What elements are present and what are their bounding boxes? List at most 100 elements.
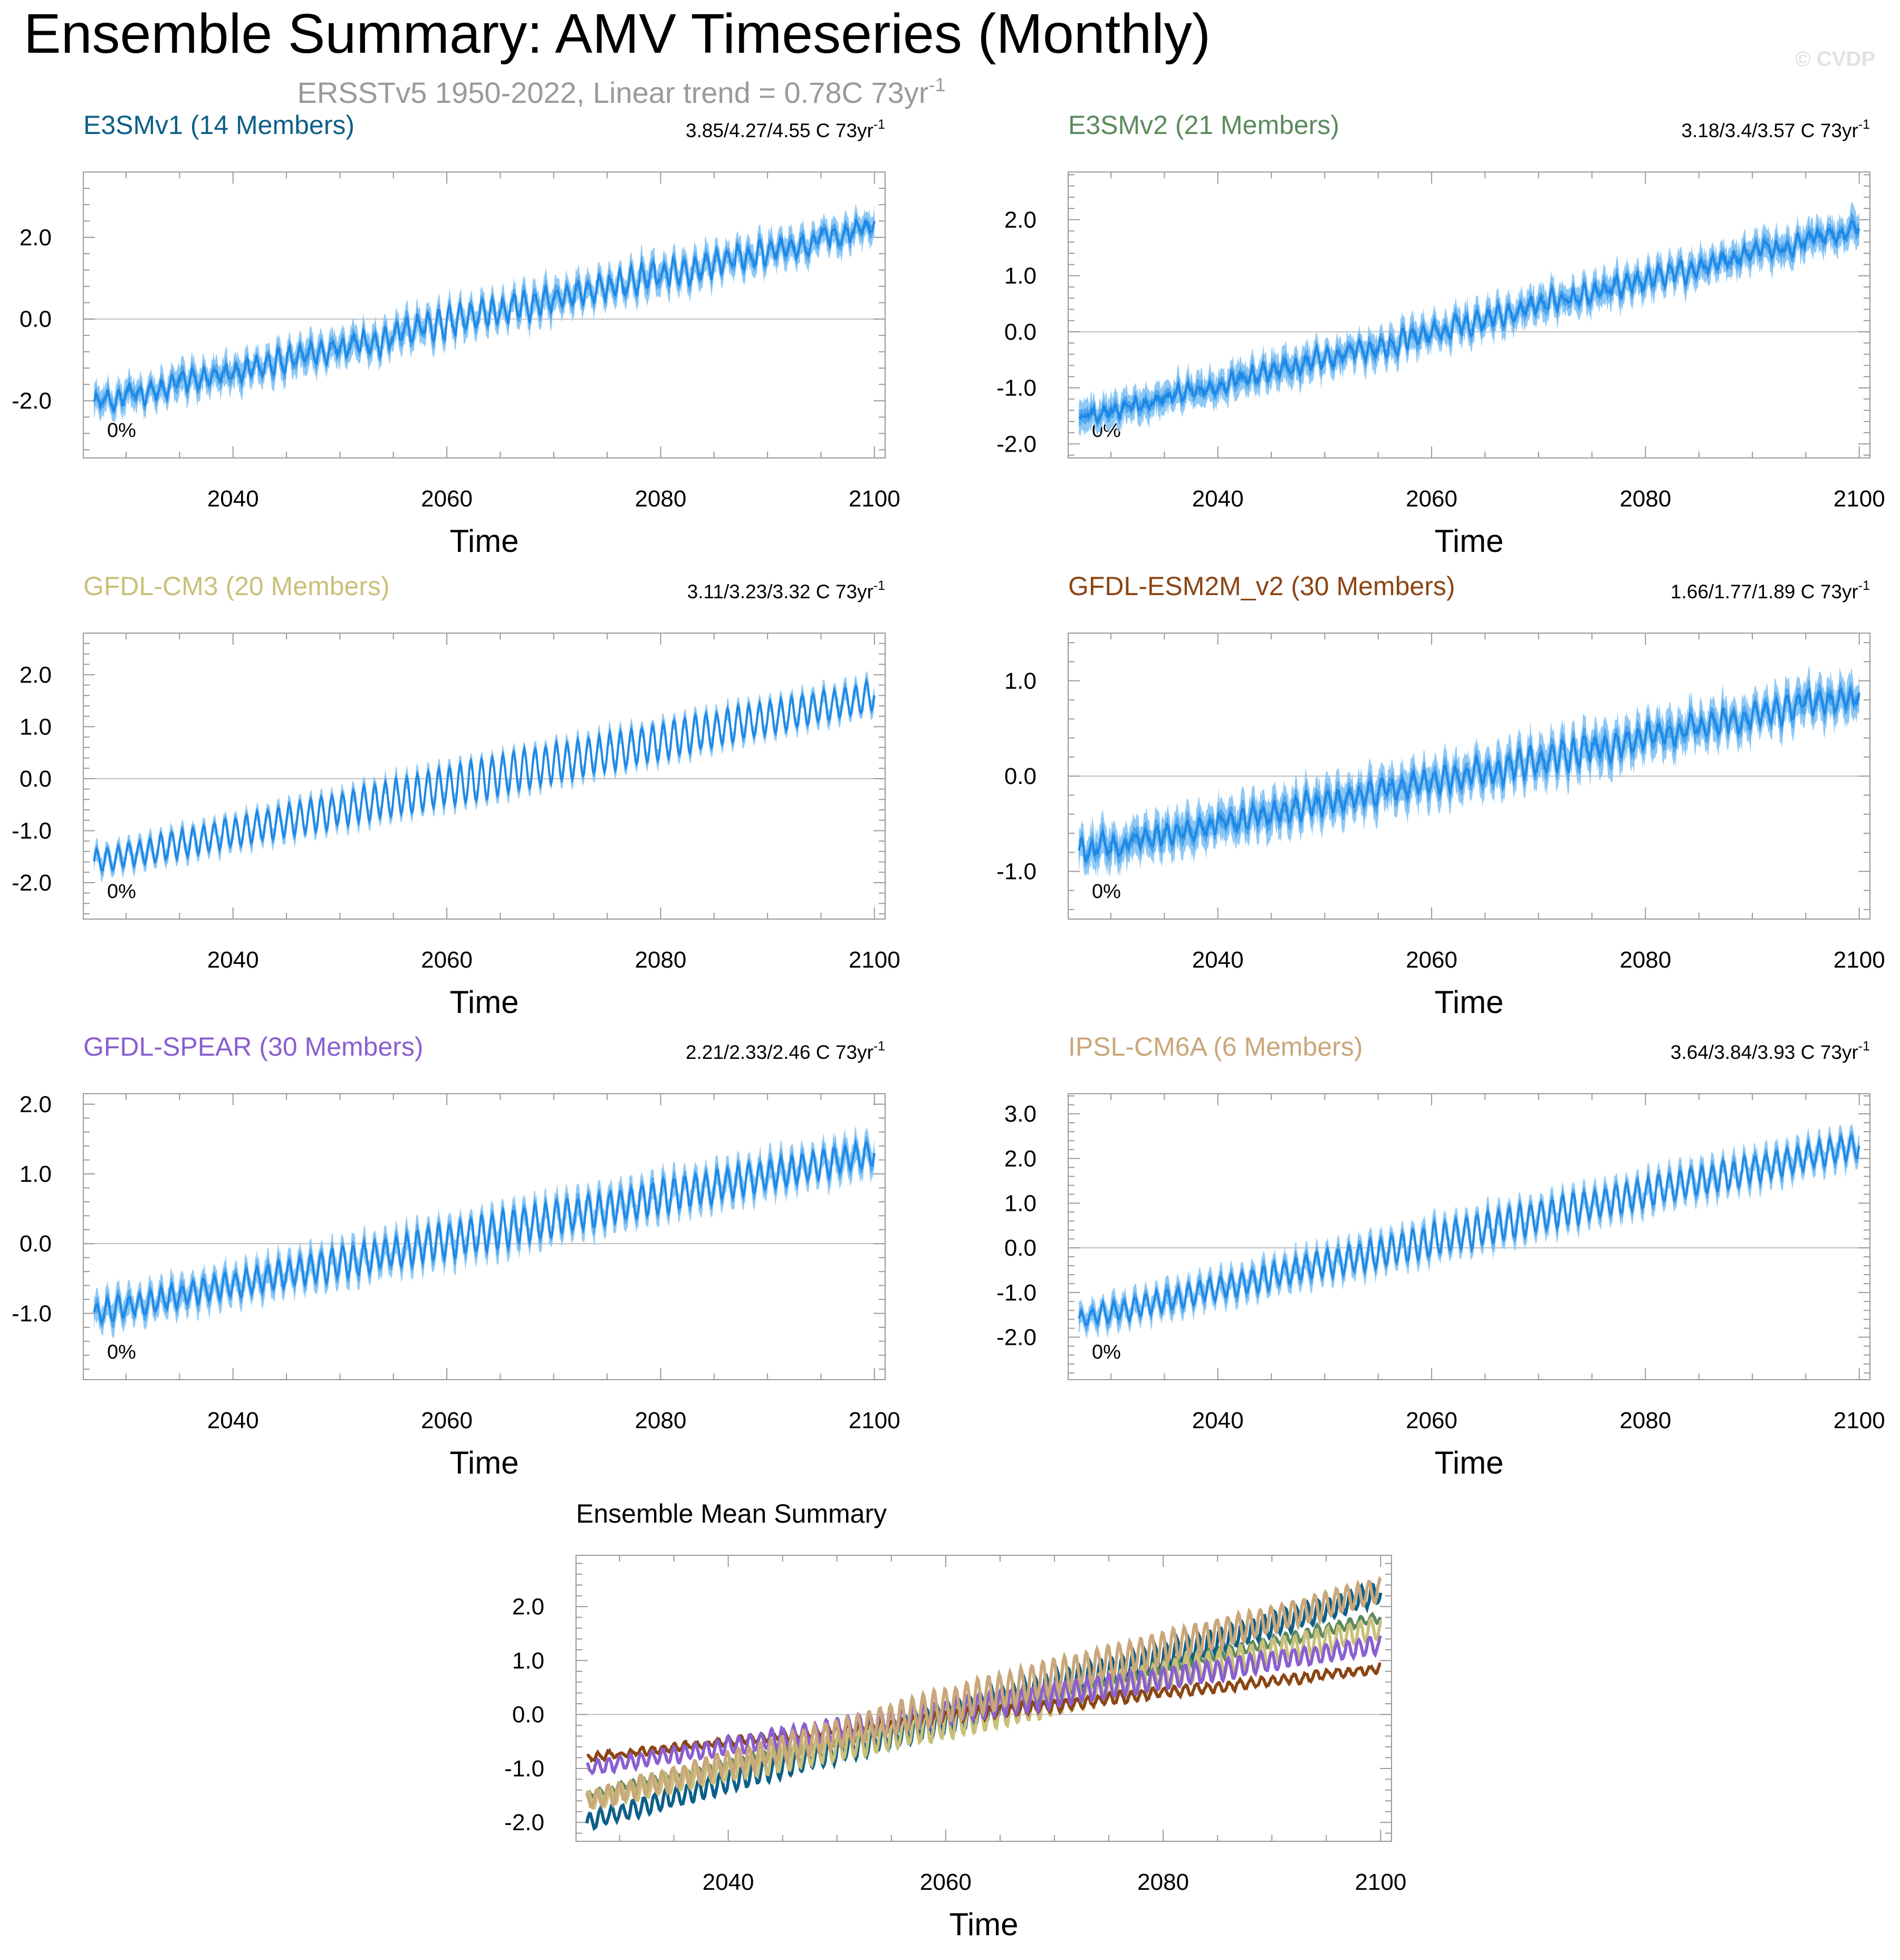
trend-label: 3.18/3.4/3.57 C 73yr-1 [1681, 117, 1870, 141]
data-layer [93, 203, 876, 423]
y-tick-label: 2.0 [1004, 207, 1037, 233]
ensemble-mean-line [1078, 686, 1860, 863]
y-tick-label: -2.0 [504, 1810, 544, 1835]
panel-title: E3SMv1 (14 Members) [83, 110, 354, 140]
y-ticks [83, 633, 885, 915]
x-tick-label: 2060 [1406, 486, 1457, 512]
x-tick-label: 2100 [1834, 947, 1885, 973]
ensemble-mean-line [1078, 219, 1860, 425]
x-axis-label: Time [449, 984, 519, 1020]
series-line-gfdl-spear [586, 1635, 1383, 1776]
spread-band-outer [1079, 201, 1859, 437]
y-tick-label: -1.0 [996, 1280, 1037, 1306]
x-axis-label: Time [949, 1907, 1018, 1942]
ensemble-mean-line [1078, 1133, 1860, 1327]
data-layer [93, 670, 876, 883]
ensemble-mean-line [93, 1140, 876, 1325]
y-tick-label: 2.0 [20, 662, 52, 688]
panel-6: 2040 2060 2080 2100 -2.0 -1.0 0.0 1.0 2.0 3.0 Time… [996, 1032, 1885, 1480]
y-tick-label: 0.0 [20, 1231, 52, 1257]
y-tick-label: 0.0 [1004, 1235, 1037, 1261]
trend-label-main: 3.18/3.4/3.57 C 73yr [1681, 120, 1858, 141]
y-tick-label: -2.0 [12, 388, 52, 414]
y-tick-label: -1.0 [996, 375, 1037, 401]
trend-label: 3.85/4.27/4.55 C 73yr-1 [686, 117, 885, 141]
trend-label-sup: -1 [874, 117, 885, 132]
panel-title: GFDL-CM3 (20 Members) [83, 571, 390, 601]
ensemble-mean-line [93, 678, 876, 872]
y-tick-label: 0.0 [512, 1702, 544, 1728]
trend-label-main: 3.64/3.84/3.93 C 73yr [1671, 1041, 1858, 1063]
panel-4: 2040 2060 2080 2100 -1.0 0.0 1.0 Time GFDL-ESM2M… [996, 571, 1885, 1020]
x-tick-label: 2100 [849, 947, 900, 973]
y-ticks [1068, 1095, 1870, 1374]
x-ticks [1110, 633, 1860, 919]
y-tick-label: 1.0 [512, 1648, 544, 1674]
y-tick-label: 1.0 [1004, 1190, 1037, 1216]
figure-subtitle: ERSSTv5 1950-2022, Linear trend = 0.78C … [298, 74, 946, 109]
trend-label: 1.66/1.77/1.89 C 73yr-1 [1671, 578, 1870, 603]
y-tick-label: 1.0 [1004, 263, 1037, 289]
y-tick-label: -1.0 [996, 859, 1037, 885]
x-tick-label: 2040 [207, 1408, 259, 1433]
y-tick-label: 0.0 [1004, 763, 1037, 789]
x-tick-label: 2060 [421, 1408, 473, 1433]
panel-7: 2040 2060 2080 2100 -2.0 -1.0 0.0 1.0 2.0 Time Ens… [504, 1499, 1406, 1942]
y-tick-label: 2.0 [20, 1092, 52, 1117]
trend-label: 2.21/2.33/2.46 C 73yr-1 [686, 1039, 885, 1063]
y-ticks [83, 171, 885, 451]
x-tick-label: 2100 [849, 1408, 900, 1433]
data-layer [585, 1575, 1383, 1831]
x-tick-label: 2060 [421, 486, 473, 512]
percent-label: 0% [107, 1341, 136, 1363]
x-tick-label: 2040 [1192, 486, 1244, 512]
x-axis-label: Time [1434, 984, 1503, 1020]
trend-label: 3.64/3.84/3.93 C 73yr-1 [1671, 1039, 1870, 1063]
panel-title: Ensemble Mean Summary [576, 1499, 887, 1528]
trend-label-main: 1.66/1.77/1.89 C 73yr [1671, 581, 1858, 603]
x-tick-label: 2080 [635, 486, 686, 512]
x-tick-label: 2100 [1834, 1408, 1885, 1433]
x-tick-label: 2040 [207, 486, 259, 512]
ensemble-mean-line [93, 219, 876, 413]
figure-subtitle-main: ERSSTv5 1950-2022, Linear trend = 0.78C … [298, 76, 929, 109]
x-axis-label: Time [1434, 1445, 1503, 1480]
x-tick-label: 2100 [1355, 1869, 1406, 1895]
x-ticks [126, 633, 875, 919]
x-axis-label: Time [449, 523, 519, 559]
y-tick-label: -1.0 [12, 1301, 52, 1326]
x-tick-label: 2080 [635, 947, 686, 973]
panel-5: 2040 2060 2080 2100 -1.0 0.0 1.0 2.0 Time GFDL-SP… [12, 1032, 900, 1480]
series-line-ipsl-cm6a [585, 1575, 1382, 1811]
y-tick-label: 2.0 [512, 1594, 544, 1620]
y-ticks [83, 1103, 885, 1370]
x-tick-label: 2040 [703, 1869, 754, 1895]
x-ticks [1110, 172, 1860, 458]
x-ticks [1110, 1094, 1860, 1380]
data-layer [1078, 665, 1860, 878]
y-ticks [576, 1563, 1392, 1834]
x-tick-label: 2040 [207, 947, 259, 973]
x-tick-label: 2060 [421, 947, 473, 973]
x-ticks [619, 1555, 1381, 1841]
trend-label-sup: -1 [1858, 1039, 1870, 1054]
trend-label-sup: -1 [1858, 117, 1870, 132]
y-tick-label: 0.0 [20, 307, 52, 332]
y-tick-label: 3.0 [1004, 1101, 1037, 1127]
x-tick-label: 2080 [1137, 1869, 1189, 1895]
trend-label-main: 3.11/3.23/3.32 C 73yr [687, 581, 874, 603]
x-axis-label: Time [1434, 523, 1503, 559]
y-tick-label: 1.0 [20, 1161, 52, 1187]
x-tick-label: 2040 [1192, 1408, 1244, 1433]
y-tick-label: -2.0 [996, 1325, 1037, 1351]
y-tick-label: -2.0 [996, 431, 1037, 457]
y-ticks [1068, 642, 1870, 910]
x-axis-label: Time [449, 1445, 519, 1480]
panel-2: 2040 2060 2080 2100 -2.0 -1.0 0.0 1.0 2.0 Time E3S… [996, 110, 1885, 559]
panel-title: IPSL-CM6A (6 Members) [1068, 1032, 1362, 1062]
trend-label: 3.11/3.23/3.32 C 73yr-1 [687, 578, 885, 603]
panel-title: GFDL-SPEAR (30 Members) [83, 1032, 424, 1062]
copyright-watermark: © CVDP [1795, 47, 1875, 71]
y-tick-label: 1.0 [1004, 668, 1037, 694]
percent-label: 0% [1092, 1341, 1121, 1363]
